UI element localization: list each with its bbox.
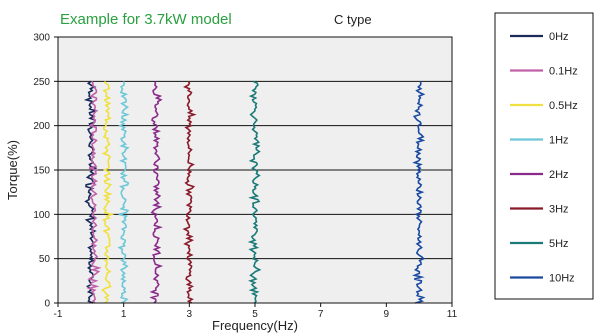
y-tick-label: 200 [33, 121, 50, 132]
chart-subtitle: C type [334, 12, 372, 27]
y-axis-label: Torque(%) [5, 140, 20, 200]
x-tick-label: 1 [121, 309, 127, 320]
legend-label: 0Hz [549, 31, 569, 43]
legend-label: 10Hz [549, 273, 575, 285]
y-tick-label: 0 [44, 299, 50, 310]
x-tick-label: -1 [54, 309, 63, 320]
y-tick-label: 50 [39, 254, 51, 265]
y-tick-label: 100 [33, 210, 50, 221]
legend: 0Hz 0.1Hz 0.5Hz 1Hz 2Hz 3Hz 5Hz 10Hz [510, 31, 578, 285]
series-trace-5Hz [247, 80, 262, 304]
legend-label: 0.1Hz [549, 66, 578, 78]
x-axis-label: Frequency(Hz) [212, 318, 298, 333]
series-trace-0Hz [83, 80, 99, 304]
series-trace-3Hz [182, 80, 197, 304]
x-tick-label: 9 [384, 309, 390, 320]
y-tick-label: 300 [33, 33, 50, 44]
series-trace-1Hz [117, 81, 130, 304]
legend-box [494, 12, 594, 300]
x-tick-label: 7 [318, 309, 324, 320]
y-tick-label: 150 [33, 166, 50, 177]
legend-label: 1Hz [549, 135, 569, 147]
legend-label: 0.5Hz [549, 100, 578, 112]
x-axis-ticks: -1 1 3 5 7 9 11 [54, 303, 458, 320]
x-tick-label: 3 [187, 309, 193, 320]
x-tick-label: 5 [252, 309, 258, 320]
x-tick-label: 11 [447, 309, 458, 320]
series-traces [83, 80, 426, 304]
chart-title: Example for 3.7kW model [60, 11, 232, 28]
legend-label: 5Hz [549, 238, 569, 250]
y-axis-ticks: 0 50 100 150 200 250 300 [33, 33, 58, 310]
y-tick-label: 250 [33, 77, 50, 88]
series-trace-10Hz [412, 81, 426, 304]
legend-label: 3Hz [549, 204, 569, 216]
series-trace-0_5Hz [100, 81, 115, 304]
legend-label: 2Hz [549, 169, 569, 181]
series-trace-2Hz [149, 81, 164, 304]
series-trace-0_1Hz [86, 80, 102, 304]
